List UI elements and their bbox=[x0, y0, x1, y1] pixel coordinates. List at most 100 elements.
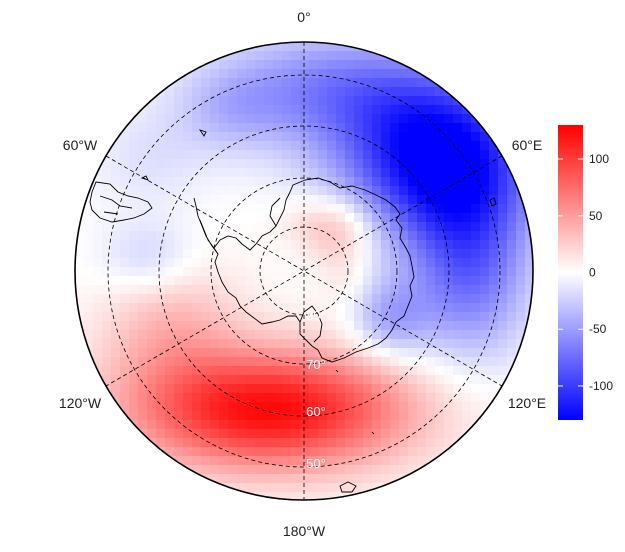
field-cell bbox=[111, 312, 121, 322]
field-cell bbox=[345, 114, 355, 124]
field-cell bbox=[453, 267, 463, 277]
field-cell bbox=[210, 267, 220, 277]
field-cell bbox=[372, 69, 382, 79]
field-cell bbox=[381, 78, 391, 88]
field-cell bbox=[228, 366, 238, 376]
field-cell bbox=[300, 177, 310, 187]
field-cell bbox=[372, 78, 382, 88]
field-cell bbox=[498, 204, 508, 214]
field-cell bbox=[381, 402, 391, 412]
field-cell bbox=[255, 303, 265, 313]
field-cell bbox=[228, 375, 238, 385]
field-cell bbox=[273, 366, 283, 376]
field-cell bbox=[444, 159, 454, 169]
field-cell bbox=[246, 195, 256, 205]
field-cell bbox=[264, 330, 274, 340]
field-cell bbox=[435, 150, 445, 160]
field-cell bbox=[363, 105, 373, 115]
field-cell bbox=[129, 393, 139, 403]
field-cell bbox=[201, 384, 211, 394]
field-cell bbox=[102, 348, 112, 358]
field-cell bbox=[417, 249, 427, 259]
field-cell bbox=[462, 195, 472, 205]
field-cell bbox=[282, 150, 292, 160]
field-cell bbox=[237, 159, 247, 169]
field-cell bbox=[255, 267, 265, 277]
field-cell bbox=[138, 150, 148, 160]
field-cell bbox=[129, 186, 139, 196]
field-cell bbox=[93, 330, 103, 340]
field-cell bbox=[318, 123, 328, 133]
field-cell bbox=[345, 384, 355, 394]
field-cell bbox=[363, 438, 373, 448]
field-cell bbox=[165, 87, 175, 97]
field-cell bbox=[372, 411, 382, 421]
field-cell bbox=[183, 96, 193, 106]
field-cell bbox=[525, 231, 533, 241]
field-cell bbox=[354, 411, 364, 421]
field-cell bbox=[111, 348, 121, 358]
field-cell bbox=[273, 258, 283, 268]
field-cell bbox=[264, 285, 274, 295]
field-cell bbox=[462, 231, 472, 241]
field-cell bbox=[471, 159, 481, 169]
field-cell bbox=[417, 132, 427, 142]
field-cell bbox=[174, 330, 184, 340]
field-cell bbox=[210, 393, 220, 403]
field-cell bbox=[516, 249, 526, 259]
field-cell bbox=[498, 357, 508, 367]
field-cell bbox=[336, 303, 346, 313]
field-cell bbox=[84, 312, 94, 322]
field-cell bbox=[192, 294, 202, 304]
field-cell bbox=[399, 393, 409, 403]
field-cell bbox=[480, 132, 490, 142]
field-cell bbox=[291, 393, 301, 403]
field-cell bbox=[426, 393, 436, 403]
field-cell bbox=[498, 213, 508, 223]
field-cell bbox=[399, 267, 409, 277]
field-cell bbox=[345, 393, 355, 403]
field-cell bbox=[516, 177, 526, 187]
field-cell bbox=[273, 429, 283, 439]
field-cell bbox=[399, 69, 409, 79]
field-cell bbox=[381, 159, 391, 169]
field-cell bbox=[264, 240, 274, 250]
field-cell bbox=[219, 348, 229, 358]
field-cell bbox=[246, 420, 256, 430]
field-cell bbox=[255, 294, 265, 304]
field-cell bbox=[363, 159, 373, 169]
field-cell bbox=[336, 321, 346, 331]
field-cell bbox=[390, 375, 400, 385]
field-cell bbox=[345, 294, 355, 304]
field-cell bbox=[336, 213, 346, 223]
field-cell bbox=[129, 357, 139, 367]
field-cell bbox=[219, 78, 229, 88]
field-cell bbox=[318, 303, 328, 313]
field-cell bbox=[408, 195, 418, 205]
field-cell bbox=[174, 447, 184, 457]
field-cell bbox=[444, 141, 454, 151]
field-cell bbox=[399, 465, 409, 475]
field-cell bbox=[255, 420, 265, 430]
field-cell bbox=[516, 240, 526, 250]
field-cell bbox=[120, 177, 130, 187]
field-cell bbox=[444, 213, 454, 223]
field-cell bbox=[345, 456, 355, 466]
field-cell bbox=[264, 186, 274, 196]
field-cell bbox=[120, 276, 130, 286]
field-cell bbox=[192, 465, 202, 475]
field-cell bbox=[336, 231, 346, 241]
field-cell bbox=[435, 438, 445, 448]
field-cell bbox=[291, 438, 301, 448]
field-cell bbox=[336, 465, 346, 475]
field-cell bbox=[228, 123, 238, 133]
field-cell bbox=[255, 150, 265, 160]
field-cell bbox=[264, 159, 274, 169]
field-cell bbox=[165, 204, 175, 214]
field-cell bbox=[426, 132, 436, 142]
field-cell bbox=[237, 411, 247, 421]
field-cell bbox=[183, 168, 193, 178]
field-cell bbox=[228, 276, 238, 286]
field-cell bbox=[246, 303, 256, 313]
field-cell bbox=[246, 330, 256, 340]
